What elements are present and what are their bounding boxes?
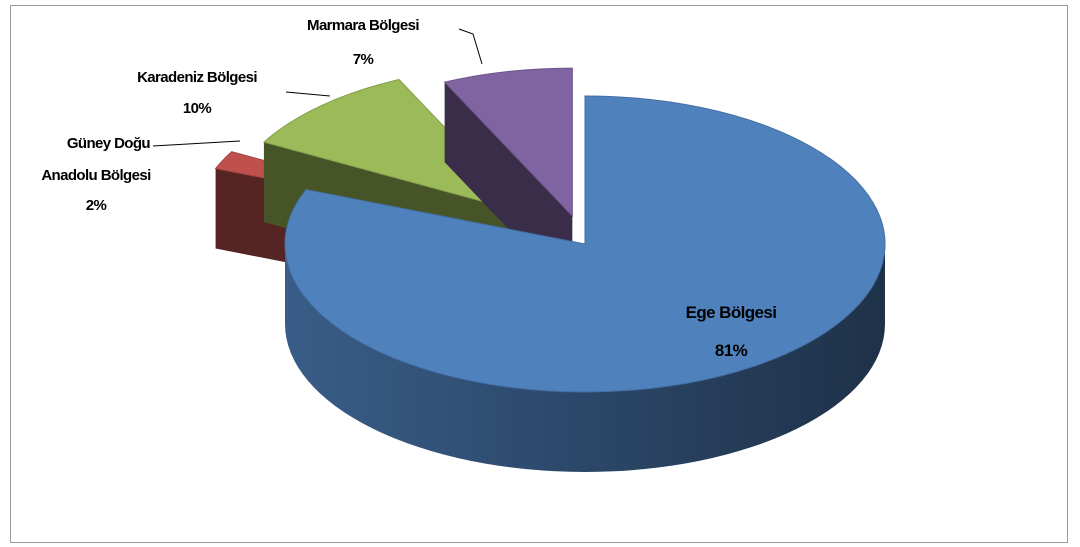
slice-karadeniz-top [262,78,529,215]
slice-label-guneydogu-line1: Güney Doğu [67,135,151,152]
leader-lines [152,28,483,147]
slice-marmara-top [443,67,573,218]
slice-value-guneydogu: 2% [86,197,107,214]
slice-value-ege: 81% [715,341,748,360]
slice-value-karadeniz: 10% [183,100,211,117]
slice-label-marmara: Marmara Bölgesi [307,17,419,34]
slice-label-karadeniz: Karadeniz Bölgesi [137,69,257,86]
slice-ege-side [285,244,885,472]
slice-ege-top [284,95,886,393]
leader-line-guneydogu [152,140,241,147]
slice-label-ege: Ege Bölgesi [686,303,777,322]
slice-value-marmara: 7% [353,51,374,68]
slice-label-guneydogu-line2: Anadolu Bölgesi [41,167,151,184]
leader-line-marmara [458,28,483,65]
leader-line-karadeniz [285,91,331,97]
slice-ege [284,95,886,472]
slices-layer [214,67,886,472]
